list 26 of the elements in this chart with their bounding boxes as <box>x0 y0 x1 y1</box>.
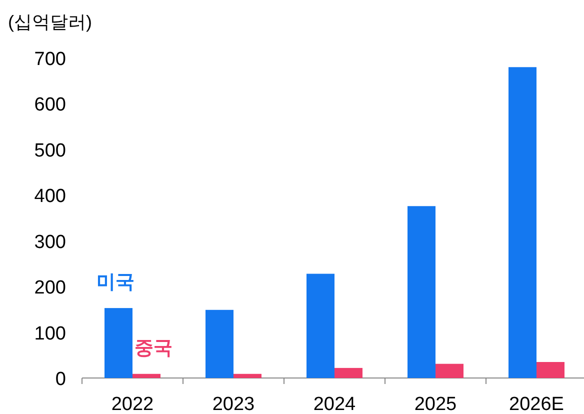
bar <box>206 310 234 378</box>
bar <box>436 364 464 378</box>
series-label: 미국 <box>96 272 134 294</box>
y-axis-title: (십억달러) <box>8 12 92 32</box>
x-tick-label: 2025 <box>414 394 457 414</box>
bar <box>104 308 132 378</box>
bar <box>132 374 160 378</box>
x-tick-label: 2024 <box>313 394 356 414</box>
y-tick-label: 500 <box>34 140 66 162</box>
y-tick-label: 100 <box>34 323 66 344</box>
bar <box>508 67 536 378</box>
y-tick-label: 600 <box>34 94 66 116</box>
y-tick-label: 700 <box>34 49 66 70</box>
bar <box>536 362 564 378</box>
x-tick-label: 2026E <box>509 394 564 414</box>
bar <box>306 274 334 378</box>
series-label: 중국 <box>134 338 172 359</box>
y-tick-label: 200 <box>34 278 66 299</box>
x-tick-label: 2022 <box>111 394 154 414</box>
y-tick-label: 0 <box>55 369 66 390</box>
x-tick-label: 2023 <box>212 394 255 414</box>
bar <box>408 206 436 378</box>
bar <box>234 374 262 378</box>
y-tick-label: 300 <box>34 232 66 253</box>
y-tick-label: 400 <box>34 186 66 208</box>
bar <box>334 368 362 378</box>
